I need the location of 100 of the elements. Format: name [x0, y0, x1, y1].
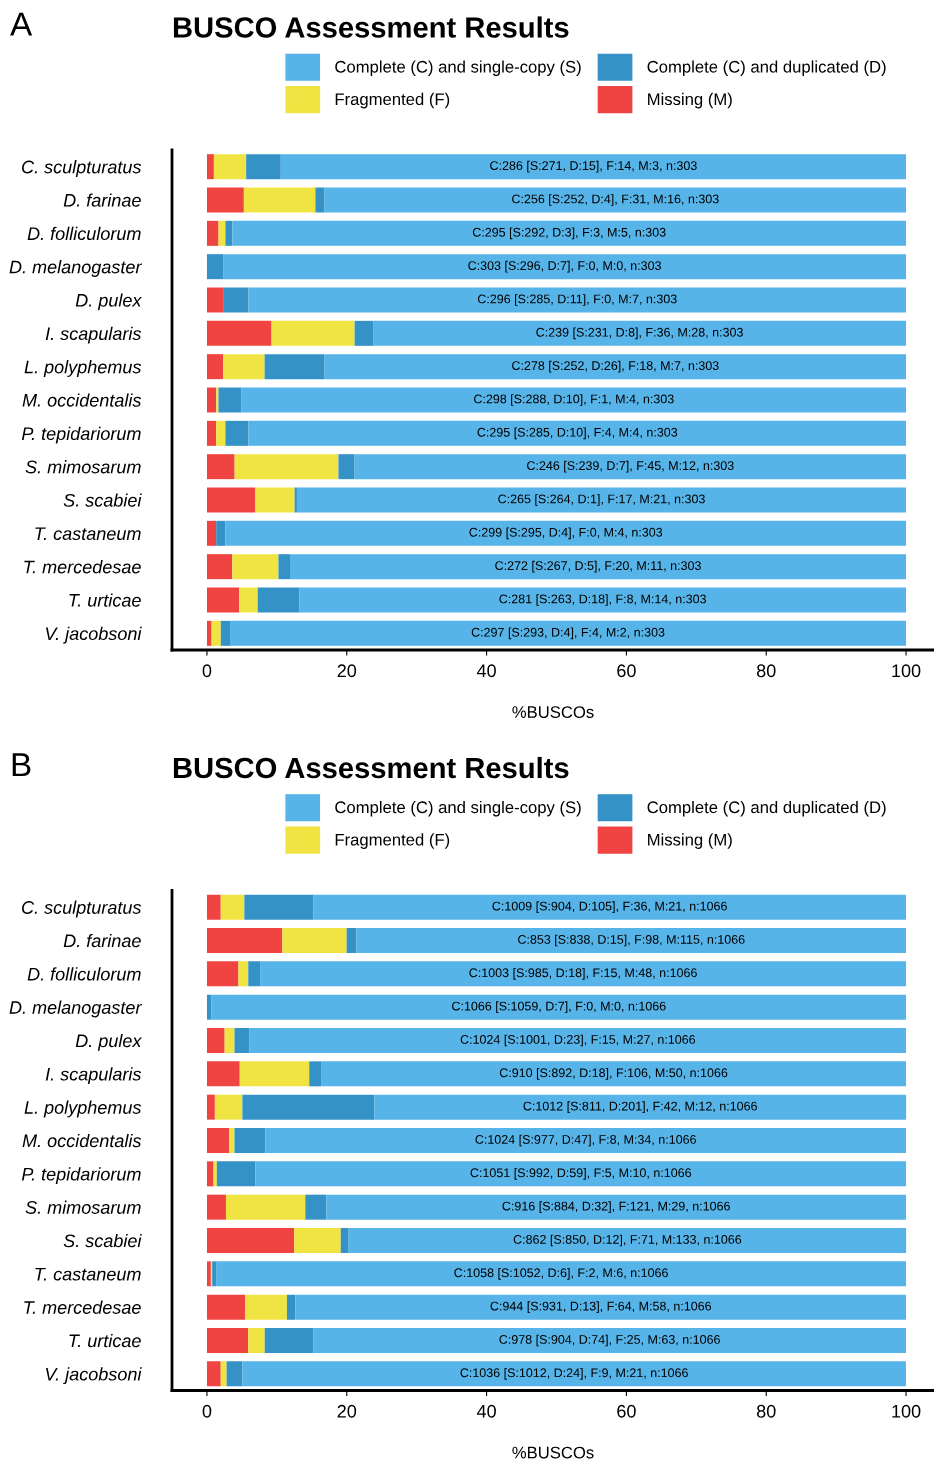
x-tick-label: 20	[337, 664, 357, 678]
chart-title: BUSCO Assessment Results	[173, 16, 569, 38]
bar	[324, 354, 907, 380]
bar	[282, 928, 347, 953]
y-tick-label: D. farinae	[63, 933, 141, 948]
bar	[206, 1028, 225, 1053]
bar	[206, 187, 244, 213]
y-tick-label: S. mimosarum	[25, 1200, 141, 1214]
legend-label: Complete (C) and duplicated (D)	[647, 800, 886, 817]
data-label: C:295 [S:292, D:3], F:3, M:5, n:303	[472, 227, 666, 240]
y-tick-label: L. polyphemus	[24, 1100, 142, 1118]
y-tick-label: I. scapularis	[45, 326, 142, 344]
bar	[248, 1328, 265, 1353]
bar	[313, 1328, 907, 1353]
bar	[206, 1228, 295, 1253]
bar	[206, 961, 239, 987]
bar	[218, 220, 226, 246]
data-label: C:1003 [S:985, D:18], F:15, M:48, n:1066	[469, 968, 697, 980]
data-label: C:862 [S:850, D:12], F:71, M:133, n:1066	[513, 1234, 742, 1247]
legend-label: Missing (M)	[648, 92, 732, 109]
x-tick-label: 20	[337, 1404, 357, 1418]
bar	[206, 354, 224, 380]
bar	[223, 254, 907, 280]
y-tick-label: S. scabiei	[63, 1233, 142, 1248]
bar	[244, 1294, 287, 1320]
bar	[212, 1261, 217, 1287]
bar	[206, 487, 256, 513]
data-label: C:272 [S:267, D:5], F:20, M:11, n:303	[495, 560, 701, 573]
bar	[315, 187, 325, 213]
bar	[248, 961, 261, 987]
bar	[338, 454, 355, 480]
data-label: C:1012 [S:811, D:201], F:42, M:12, n:1066	[523, 1101, 757, 1113]
y-tick-label: T. urticae	[69, 1333, 141, 1348]
y-tick-label: D. folliculorum	[27, 226, 141, 241]
bar	[255, 1161, 907, 1187]
x-tick-label: 40	[476, 1404, 496, 1418]
bar	[249, 1028, 907, 1053]
data-label: C:297 [S:293, D:4], F:4, M:2, n:303	[471, 627, 665, 640]
y-tick-label: D. pulex	[75, 293, 142, 311]
bar	[257, 587, 300, 613]
data-label: C:853 [S:838, D:15], F:98, M:115, n:1066	[518, 934, 745, 947]
data-label: C:239 [S:231, D:8], F:36, M:28, n:303	[536, 327, 743, 340]
bar	[264, 354, 325, 380]
bar	[211, 620, 221, 646]
bar	[206, 454, 235, 480]
x-tick-label: 60	[617, 1404, 636, 1418]
data-label: C:1024 [S:1001, D:23], F:15, M:27, n:1066	[460, 1034, 696, 1047]
data-label: C:910 [S:892, D:18], F:106, M:50, n:1066	[499, 1068, 728, 1080]
data-label: C:296 [S:285, D:11], F:0, M:7, n:303	[477, 294, 677, 306]
bar	[296, 487, 907, 513]
bar	[206, 894, 221, 920]
y-tick-label: M. occidentalis	[22, 1133, 142, 1148]
legend-label: Fragmented (F)	[335, 92, 450, 109]
data-label: C:1024 [S:977, D:47], F:8, M:34, n:1066	[475, 1134, 696, 1147]
bar	[373, 320, 907, 346]
bar	[265, 1128, 907, 1153]
bar	[206, 1128, 230, 1153]
legend-label: Complete (C) and single-copy (S)	[335, 60, 581, 76]
bar	[206, 254, 224, 280]
y-tick-label: D. pulex	[75, 1033, 142, 1051]
x-tick-label: 0	[202, 664, 212, 678]
x-tick-label: 80	[756, 1404, 776, 1418]
y-tick-label: P. tepidariorum	[21, 426, 141, 444]
bar	[280, 154, 907, 180]
data-label: C:1036 [S:1012, D:24], F:9, M:21, n:1066	[460, 1368, 688, 1380]
x-tick-label: 100	[892, 664, 921, 678]
y-tick-label: V. jacobsoni	[45, 626, 142, 644]
y-tick-label: D. melanogaster	[9, 260, 143, 277]
chart-title: BUSCO Assessment Results	[173, 756, 569, 779]
bar	[220, 1361, 227, 1387]
bar	[214, 1094, 243, 1120]
data-label: C:916 [S:884, D:32], F:121, M:29, n:1066	[502, 1201, 730, 1213]
bar	[206, 994, 212, 1020]
y-tick-label: V. jacobsoni	[45, 1367, 142, 1385]
bar	[223, 287, 249, 313]
bar	[216, 420, 226, 446]
bar	[255, 487, 295, 513]
bar	[206, 554, 233, 580]
bar	[206, 1261, 211, 1287]
y-tick-label: T. urticae	[69, 593, 141, 607]
y-tick-label: T. mercedesae	[24, 560, 141, 574]
data-label: C:978 [S:904, D:74], F:25, M:63, n:1066	[499, 1334, 720, 1347]
bar	[309, 1061, 322, 1087]
bar	[225, 1194, 306, 1220]
y-tick-label: I. scapularis	[45, 1067, 142, 1085]
y-tick-label: S. mimosarum	[25, 460, 141, 474]
bar	[211, 994, 907, 1020]
y-tick-label: D. folliculorum	[27, 967, 141, 981]
x-tick-label: 80	[756, 664, 776, 678]
bar	[244, 894, 314, 920]
bar	[232, 220, 907, 246]
bar	[243, 187, 316, 213]
bar	[220, 620, 231, 646]
y-tick-label: C. sculpturatus	[22, 900, 142, 918]
bar	[354, 454, 907, 480]
bar	[305, 1194, 327, 1220]
bar	[242, 1361, 906, 1387]
bar	[239, 1061, 310, 1087]
data-label: C:298 [S:288, D:10], F:1, M:4, n:303	[474, 394, 674, 406]
bar	[220, 894, 245, 920]
